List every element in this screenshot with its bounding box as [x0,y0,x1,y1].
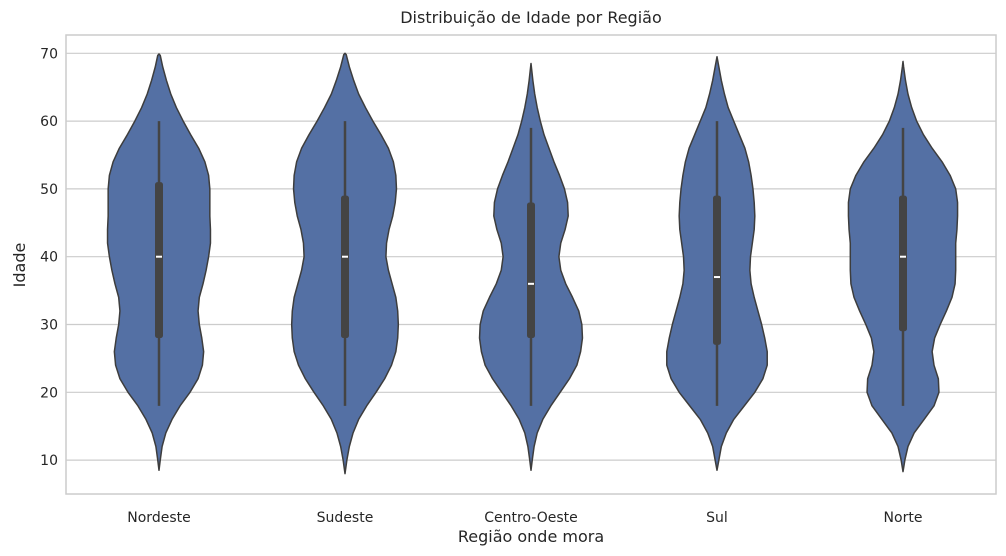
x-axis-label: Região onde mora [458,527,604,546]
y-axis-label: Idade [10,243,29,288]
violin-group [478,62,584,472]
y-tick-label: 70 [40,46,58,62]
violin-group [666,55,768,472]
violin-group [847,60,959,473]
violin-iqr-box [341,195,349,339]
y-tick-label: 30 [40,318,58,334]
violin-group [106,53,212,472]
y-tick-label: 50 [40,182,58,198]
violin-iqr-box [713,195,721,345]
x-tick-label: Sul [706,510,728,526]
plot-frame [65,34,997,495]
x-tick-label: Norte [884,510,923,526]
violins [106,52,959,475]
y-tick-labels: 10 20 30 40 50 60 70 [40,46,58,469]
x-tick-label: Centro-Oeste [484,510,578,526]
y-tick-label: 60 [40,114,58,130]
y-tick-label: 20 [40,385,58,401]
x-tick-label: Sudeste [317,510,374,526]
y-tick-label: 10 [40,453,58,469]
chart-title: Distribuição de Idade por Região [400,8,662,27]
violin-iqr-box [899,195,907,332]
violin-group [290,52,400,475]
x-tick-label: Nordeste [127,510,190,526]
y-tick-label: 40 [40,250,58,266]
violin-iqr-box [527,202,535,339]
x-tick-labels: Nordeste Sudeste Centro-Oeste Sul Norte [127,510,922,526]
violin-iqr-box [155,182,163,339]
